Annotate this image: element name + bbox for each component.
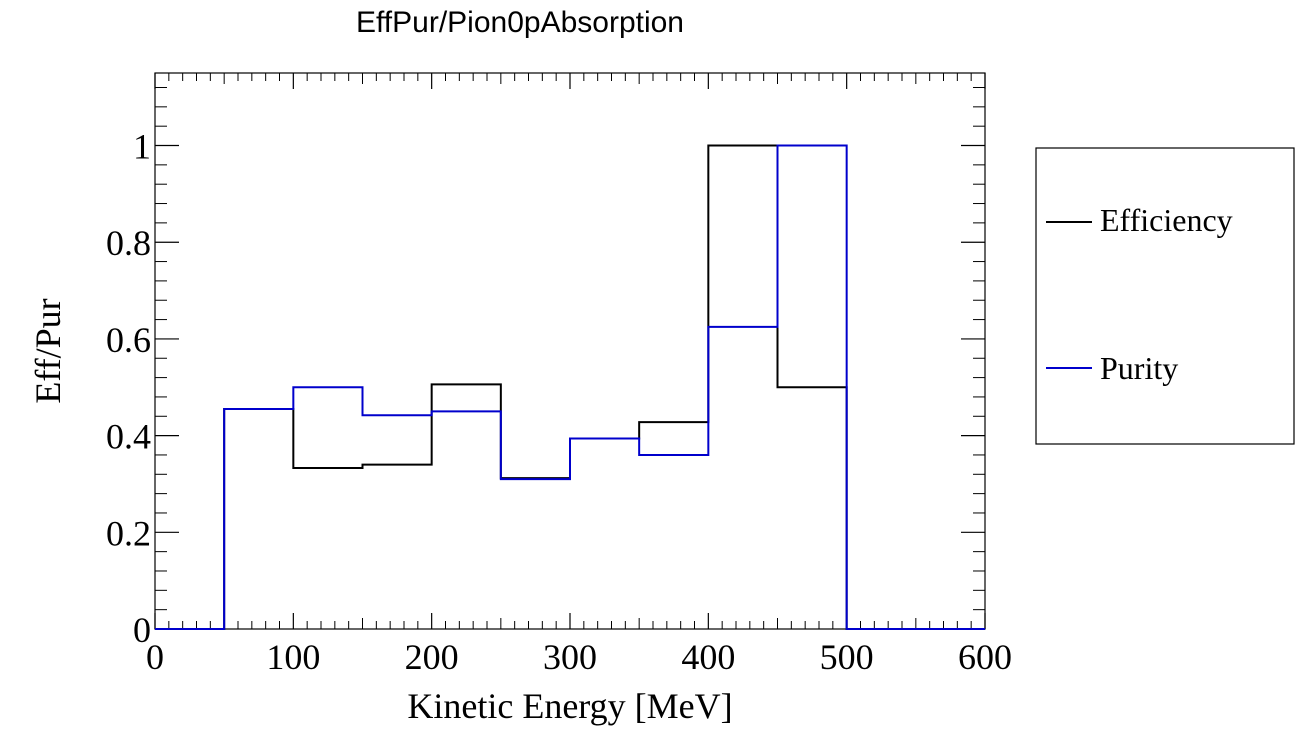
- x-tick-label: 300: [543, 637, 597, 677]
- x-tick-label: 0: [146, 637, 164, 677]
- series-efficiency-line: [155, 144, 985, 630]
- series-layer: [155, 144, 985, 630]
- series-purity-line: [155, 144, 985, 630]
- legend-box: [1035, 147, 1295, 445]
- x-tick-label: 400: [681, 637, 735, 677]
- y-tick-label: 0.2: [106, 513, 151, 553]
- chart-title: EffPur/Pion0pAbsorption: [356, 6, 684, 39]
- y-axis-label: Eff/Pur: [28, 298, 68, 403]
- y-tick-label: 1: [133, 127, 151, 167]
- y-axis-ticks: 0 0.2 0.4 0.6 0.8 1: [106, 87, 985, 650]
- y-tick-label: 0: [133, 610, 151, 650]
- y-tick-label: 0.4: [106, 417, 151, 457]
- x-axis-label: Kinetic Energy [MeV]: [407, 686, 732, 726]
- y-tick-label: 0.6: [106, 320, 151, 360]
- x-axis-ticks: 0 100 200 300 400 500 600: [146, 73, 1012, 677]
- plot-frame: [154, 72, 986, 630]
- y-tick-label: 0.8: [106, 223, 151, 263]
- legend-label-purity: Purity: [1100, 350, 1178, 386]
- x-tick-label: 500: [820, 637, 874, 677]
- x-tick-label: 200: [405, 637, 459, 677]
- legend-label-efficiency: Efficiency: [1100, 202, 1233, 238]
- x-tick-label: 600: [958, 637, 1012, 677]
- x-tick-label: 100: [266, 637, 320, 677]
